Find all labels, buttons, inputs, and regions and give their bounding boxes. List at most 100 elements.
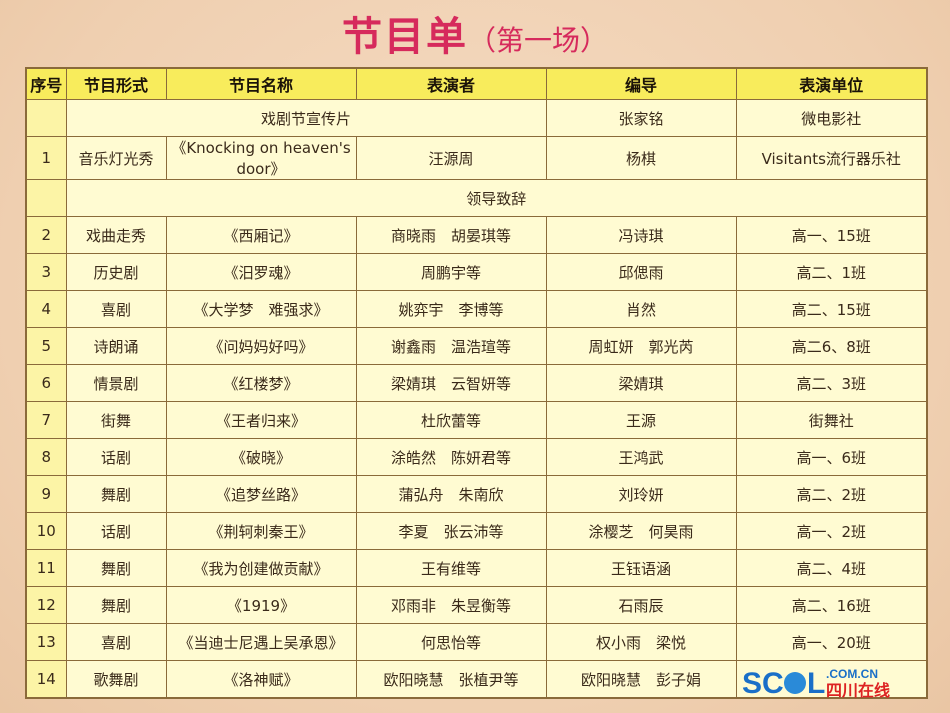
cell-form: 历史剧 xyxy=(65,253,167,291)
cell-unit: 高一、6班 xyxy=(735,438,928,476)
cell-no: 4 xyxy=(25,290,67,328)
cell-performer: 何思怡等 xyxy=(355,623,547,661)
cell-performer: 涂皓然 陈妍君等 xyxy=(355,438,547,476)
cell-unit: 高一、20班 xyxy=(735,623,928,661)
cell-title: 戏剧节宣传片 xyxy=(65,99,547,137)
cell-unit: 高一、2班 xyxy=(735,512,928,550)
cell-director: 王钰语涵 xyxy=(545,549,737,587)
cell-director: 欧阳晓慧 彭子娟 xyxy=(545,660,737,699)
cell-performer: 周鹏宇等 xyxy=(355,253,547,291)
cell-unit: 街舞社 xyxy=(735,401,928,439)
table-row: 6 情景剧 《红楼梦》 梁婧琪 云智妍等 梁婧琪 高二、3班 xyxy=(25,364,928,402)
table-row: 13 喜剧 《当迪士尼遇上吴承恩》 何思怡等 权小雨 梁悦 高一、20班 xyxy=(25,623,928,661)
header-form: 节目形式 xyxy=(65,67,167,100)
cell-no: 13 xyxy=(25,623,67,661)
table-row: 4 喜剧 《大学梦 难强求》 姚弈宇 李博等 肖然 高二、15班 xyxy=(25,290,928,328)
cell-director: 王源 xyxy=(545,401,737,439)
cell-performer: 蒲弘舟 朱南欣 xyxy=(355,475,547,513)
cell-name: 《大学梦 难强求》 xyxy=(165,290,357,328)
header-row: 序号 节目形式 节目名称 表演者 编导 表演单位 xyxy=(25,67,928,100)
cell-unit: 微电影社 xyxy=(735,99,928,137)
cell-form: 诗朗诵 xyxy=(65,327,167,365)
cell-performer: 汪源周 xyxy=(355,136,547,180)
cell-no: 14 xyxy=(25,660,67,699)
table-row: 12 舞剧 《1919》 邓雨非 朱昱衡等 石雨辰 高二、16班 xyxy=(25,586,928,624)
cell-no: 3 xyxy=(25,253,67,291)
special-row: 戏剧节宣传片 张家铭 微电影社 xyxy=(25,99,928,137)
header-director: 编导 xyxy=(545,67,737,100)
cell-performer: 商晓雨 胡晏琪等 xyxy=(355,216,547,254)
cell-no: 8 xyxy=(25,438,67,476)
cell-performer: 杜欣蕾等 xyxy=(355,401,547,439)
cell-unit: Visitants流行器乐社 xyxy=(735,136,928,180)
cell-form: 舞剧 xyxy=(65,475,167,513)
cell-no xyxy=(25,179,67,217)
cell-unit xyxy=(735,660,928,699)
table-row: 11 舞剧 《我为创建做贡献》 王有维等 王钰语涵 高二、4班 xyxy=(25,549,928,587)
program-table: 序号 节目形式 节目名称 表演者 编导 表演单位 戏剧节宣传片 张家铭 微电影社 1 音… xyxy=(25,67,928,699)
table-row: 9 舞剧 《追梦丝路》 蒲弘舟 朱南欣 刘玲妍 高二、2班 xyxy=(25,475,928,513)
cell-director: 杨棋 xyxy=(545,136,737,180)
cell-name: 《红楼梦》 xyxy=(165,364,357,402)
svg-text:SC: SC xyxy=(742,667,784,698)
cell-no: 11 xyxy=(25,549,67,587)
table-row: 10 话剧 《荆轲刺秦王》 李夏 张云沛等 涂樱芝 何昊雨 高一、2班 xyxy=(25,512,928,550)
cell-director: 石雨辰 xyxy=(545,586,737,624)
cell-name: 《王者归来》 xyxy=(165,401,357,439)
cell-unit: 高二6、8班 xyxy=(735,327,928,365)
cell-unit: 高二、15班 xyxy=(735,290,928,328)
cell-unit: 高二、2班 xyxy=(735,475,928,513)
cell-form: 音乐灯光秀 xyxy=(65,136,167,180)
cell-performer: 姚弈宇 李博等 xyxy=(355,290,547,328)
svg-text:.COM.CN: .COM.CN xyxy=(826,667,878,681)
cell-unit: 高二、3班 xyxy=(735,364,928,402)
cell-no: 7 xyxy=(25,401,67,439)
cell-unit: 高一、15班 xyxy=(735,216,928,254)
cell-name: 《追梦丝路》 xyxy=(165,475,357,513)
page-title: 节目单（第一场） xyxy=(0,4,950,62)
header-name: 节目名称 xyxy=(165,67,357,100)
cell-name: 《汨罗魂》 xyxy=(165,253,357,291)
cell-performer: 李夏 张云沛等 xyxy=(355,512,547,550)
cell-form: 舞剧 xyxy=(65,549,167,587)
cell-no: 5 xyxy=(25,327,67,365)
cell-no: 12 xyxy=(25,586,67,624)
cell-form: 情景剧 xyxy=(65,364,167,402)
cell-form: 喜剧 xyxy=(65,623,167,661)
cell-no: 2 xyxy=(25,216,67,254)
title-sub: （第一场） xyxy=(467,24,608,57)
cell-name: 《洛神赋》 xyxy=(165,660,357,699)
cell-director: 冯诗琪 xyxy=(545,216,737,254)
cell-form: 话剧 xyxy=(65,512,167,550)
cell-no: 1 xyxy=(25,136,67,180)
svg-text:四川在线: 四川在线 xyxy=(826,681,890,698)
cell-no xyxy=(25,99,67,137)
cell-unit: 高二、16班 xyxy=(735,586,928,624)
cell-director: 邱偲雨 xyxy=(545,253,737,291)
cell-director: 刘玲妍 xyxy=(545,475,737,513)
table-row: 14 歌舞剧 《洛神赋》 欧阳晓慧 张植尹等 欧阳晓慧 彭子娟 xyxy=(25,660,928,699)
special-row: 领导致辞 xyxy=(25,179,928,217)
cell-form: 话剧 xyxy=(65,438,167,476)
cell-director: 张家铭 xyxy=(545,99,737,137)
cell-performer: 欧阳晓慧 张植尹等 xyxy=(355,660,547,699)
cell-director: 梁婧琪 xyxy=(545,364,737,402)
cell-performer: 谢鑫雨 温浩瑄等 xyxy=(355,327,547,365)
cell-no: 9 xyxy=(25,475,67,513)
title-main: 节目单 xyxy=(341,14,468,60)
cell-director: 周虹妍 郭光芮 xyxy=(545,327,737,365)
cell-form: 舞剧 xyxy=(65,586,167,624)
table-row: 1 音乐灯光秀 《Knocking on heaven's door》 汪源周 杨棋 Vi… xyxy=(25,136,928,180)
table-row: 8 话剧 《破晓》 涂皓然 陈妍君等 王鸿武 高一、6班 xyxy=(25,438,928,476)
cell-name: 《问妈妈好吗》 xyxy=(165,327,357,365)
cell-name: 《西厢记》 xyxy=(165,216,357,254)
cell-form: 歌舞剧 xyxy=(65,660,167,699)
table-row: 2 戏曲走秀 《西厢记》 商晓雨 胡晏琪等 冯诗琪 高一、15班 xyxy=(25,216,928,254)
cell-director: 王鸿武 xyxy=(545,438,737,476)
cell-name: 《我为创建做贡献》 xyxy=(165,549,357,587)
cell-director: 涂樱芝 何昊雨 xyxy=(545,512,737,550)
cell-form: 喜剧 xyxy=(65,290,167,328)
cell-form: 戏曲走秀 xyxy=(65,216,167,254)
header-performer: 表演者 xyxy=(355,67,547,100)
svg-text:L: L xyxy=(807,667,825,698)
